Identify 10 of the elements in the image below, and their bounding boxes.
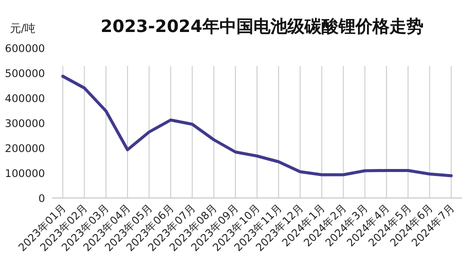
- y-tick-label: 600000: [4, 43, 45, 55]
- line-series: [61, 74, 453, 178]
- y-tick-label: 200000: [4, 143, 45, 155]
- y-tick-label: 500000: [4, 68, 45, 80]
- chart-title: 2023-2024年中国电池级碳酸锂价格走势: [100, 17, 424, 37]
- y-tick-label: 0: [38, 193, 45, 205]
- y-tick-label: 400000: [4, 93, 45, 105]
- y-axis-title: 元/吨: [10, 22, 36, 35]
- y-tick-label: 300000: [4, 118, 45, 130]
- y-tick-label: 100000: [4, 168, 45, 180]
